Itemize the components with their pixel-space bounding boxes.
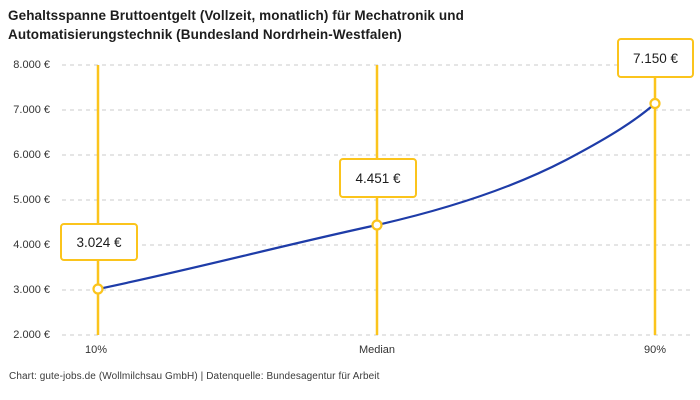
y-tick-3000: 3.000 € <box>13 284 50 296</box>
y-tick-2000: 2.000 € <box>13 329 50 341</box>
y-tick-6000: 6.000 € <box>13 149 50 161</box>
data-point-marker-90 <box>649 97 661 110</box>
data-point-marker-median <box>371 219 383 231</box>
annotation-box-90: 7.150 € <box>617 38 694 78</box>
annotation-box-10: 3.024 € <box>60 223 138 261</box>
x-tick-90: 90% <box>643 344 667 356</box>
salary-curve <box>96 102 657 291</box>
y-tick-8000: 8.000 € <box>13 59 50 71</box>
chart-title-line-2: Automatisierungstechnik (Bundesland Nord… <box>8 27 402 42</box>
y-tick-4000: 4.000 € <box>13 239 50 251</box>
chart-footer: Chart: gute-jobs.de (Wollmilchsau GmbH) … <box>9 371 380 382</box>
annotation-value-median: 4.451 € <box>355 170 401 186</box>
data-point-marker-10 <box>92 283 104 295</box>
annotation-value-10: 3.024 € <box>76 234 122 250</box>
annotation-box-median: 4.451 € <box>339 158 417 198</box>
y-tick-5000: 5.000 € <box>13 194 50 206</box>
x-tick-10: 10% <box>84 344 108 356</box>
y-tick-7000: 7.000 € <box>13 104 50 116</box>
chart-title-line-1: Gehaltsspanne Bruttoentgelt (Vollzeit, m… <box>8 8 464 23</box>
x-tick-median: Median <box>358 344 396 356</box>
chart-title: Gehaltsspanne Bruttoentgelt (Vollzeit, m… <box>8 6 668 44</box>
annotation-value-90: 7.150 € <box>632 50 679 66</box>
